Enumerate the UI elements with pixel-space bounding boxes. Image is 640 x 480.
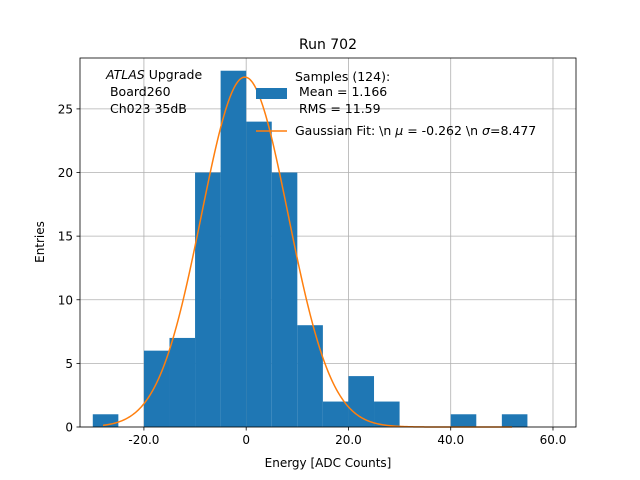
annotation-upgrade: Upgrade bbox=[145, 67, 203, 82]
histogram-bar bbox=[220, 70, 247, 428]
legend-hist-line-1: Samples (124): bbox=[295, 69, 390, 84]
y-axis-ticks: 0 5 10 15 20 25 bbox=[58, 102, 80, 435]
annotation-line-2: Board260 bbox=[106, 84, 171, 99]
histogram-bar bbox=[501, 414, 528, 427]
histogram-bar bbox=[271, 172, 298, 427]
legend-fit-sigma-symbol: σ bbox=[482, 123, 491, 138]
annotation-atlas: ATLAS bbox=[105, 67, 145, 82]
histogram-bars bbox=[92, 70, 528, 428]
legend-fit-mu-symbol: μ bbox=[394, 123, 403, 138]
legend: Samples (124): Mean = 1.166 RMS = 11.59 … bbox=[256, 69, 536, 138]
histogram-bar bbox=[246, 121, 272, 427]
y-axis-label: Entries bbox=[33, 221, 47, 263]
x-tick-label: 60.0 bbox=[540, 433, 567, 447]
y-tick-label: 15 bbox=[58, 230, 73, 244]
x-axis-ticks: -20.0 0 20.0 40.0 60.0 bbox=[128, 427, 566, 447]
annotation-line-1: ATLAS Upgrade bbox=[105, 67, 202, 82]
y-tick-label: 5 bbox=[65, 357, 73, 371]
legend-hist-swatch bbox=[256, 88, 287, 99]
y-tick-label: 25 bbox=[58, 102, 73, 116]
x-axis-label: Energy [ADC Counts] bbox=[265, 456, 392, 470]
chart-title: Run 702 bbox=[299, 37, 357, 53]
histogram-bar bbox=[195, 172, 221, 427]
histogram-bar bbox=[348, 376, 375, 427]
x-tick-label: 0 bbox=[242, 433, 250, 447]
legend-fit-label: Gaussian Fit: \n μ = -0.262 \n σ=8.477 bbox=[295, 123, 536, 138]
y-tick-label: 10 bbox=[58, 293, 73, 307]
legend-hist-line-3: RMS = 11.59 bbox=[295, 101, 381, 116]
x-tick-label: -20.0 bbox=[128, 433, 159, 447]
atlas-annotation: ATLAS Upgrade Board260 Ch023 35dB bbox=[105, 67, 202, 116]
x-tick-label: 20.0 bbox=[335, 433, 362, 447]
legend-fit-prefix: Gaussian Fit: \n bbox=[295, 123, 395, 138]
histogram-bar bbox=[450, 414, 477, 427]
legend-fit-sigma-value: =8.477 bbox=[490, 123, 536, 138]
histogram-bar bbox=[169, 337, 196, 427]
x-tick-label: 40.0 bbox=[437, 433, 464, 447]
histogram-bar bbox=[374, 401, 400, 427]
legend-hist-line-2: Mean = 1.166 bbox=[295, 84, 387, 99]
annotation-line-3: Ch023 35dB bbox=[106, 101, 187, 116]
legend-fit-mu-value: = -0.262 \n bbox=[403, 123, 482, 138]
histogram-bar bbox=[322, 401, 349, 427]
histogram-bar bbox=[297, 325, 323, 427]
y-tick-label: 0 bbox=[65, 421, 73, 435]
y-tick-label: 20 bbox=[58, 166, 73, 180]
axes-frame bbox=[79, 57, 577, 428]
